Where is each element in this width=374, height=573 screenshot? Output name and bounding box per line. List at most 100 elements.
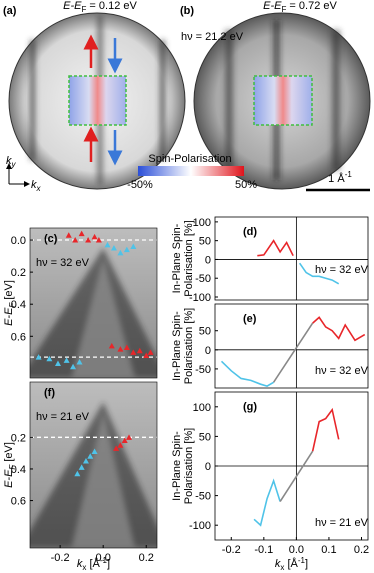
marker — [78, 464, 85, 470]
y-axis-label: In-Plane Spin- — [171, 431, 183, 501]
label-end: ] — [305, 558, 308, 570]
y-tick-label: -50 — [195, 273, 211, 285]
marker — [117, 346, 124, 352]
y-tick-label: 50 — [199, 431, 211, 443]
sub: x — [36, 184, 42, 193]
marker — [85, 237, 92, 243]
marker — [91, 233, 98, 240]
colorbar-min: -50% — [127, 179, 153, 191]
label-main: k — [275, 558, 281, 570]
y-tick-label: -50 — [195, 491, 211, 503]
y-axis-label: E-EF [eV] — [3, 442, 17, 488]
kx-label: kx — [31, 179, 42, 193]
plot-frame — [29, 227, 158, 379]
series-line — [312, 316, 366, 342]
marker — [104, 241, 111, 248]
y-tick-label: 50 — [199, 236, 211, 248]
label-end: ] — [107, 558, 110, 570]
scale-text: 1 Å-1 — [328, 170, 352, 185]
marker — [147, 349, 154, 355]
panel-label: (g) — [243, 401, 257, 413]
panel-title: E-EF = 0.12 eV — [63, 0, 137, 14]
series-line — [298, 262, 340, 285]
x-tick-label: 0.0 — [289, 544, 304, 556]
scale-sup: -1 — [345, 170, 353, 179]
panel-label: (b) — [180, 5, 194, 17]
panel: (d) hν = 32 eV In-Plane Spin- Polarisation … — [171, 216, 369, 304]
colorbar-title: Spin-Polarisation — [148, 153, 231, 165]
y-tick-label: 0.4 — [11, 464, 26, 476]
label-sup: -1 — [298, 556, 306, 565]
marker — [110, 245, 117, 251]
label-sub: x — [280, 563, 284, 572]
panel: (g) hν = 21 eV In-Plane Spin- Polarisation … — [171, 391, 369, 572]
y-tick-label: 0.2 — [11, 267, 26, 279]
y-tick-label: 0.6 — [11, 496, 26, 508]
title-rest: = 0.12 eV — [86, 0, 137, 12]
panel-label: (c) — [44, 233, 58, 245]
y-tick-label: -50 — [195, 364, 211, 376]
x-tick-label: -0.2 — [51, 552, 70, 564]
sub: y — [11, 160, 17, 169]
series-line — [272, 322, 314, 383]
marker — [136, 347, 143, 354]
marker — [46, 355, 53, 362]
annotation: hν = 21 eV — [36, 411, 90, 423]
ky-label: ky — [6, 155, 17, 169]
label-rest: [Å — [284, 557, 298, 570]
y-tick-label: 0 — [205, 461, 211, 473]
label-sub: x — [82, 563, 86, 572]
label-main: k — [77, 558, 83, 570]
title-sub: F — [81, 5, 86, 14]
label-sub: F — [8, 302, 17, 308]
y-axis-label: In-Plane Spin- — [171, 311, 183, 381]
marker — [108, 342, 115, 349]
annotation: hν = 32 eV — [315, 365, 369, 377]
marker — [130, 243, 137, 249]
y-tick-label: 100 — [193, 217, 211, 229]
marker — [87, 453, 94, 459]
panel-label: (f) — [44, 387, 55, 399]
marker — [70, 363, 77, 370]
annotation: hν = 32 eV — [315, 264, 369, 276]
band-inner — [71, 412, 135, 548]
x-tick-label: 0.1 — [321, 544, 336, 556]
marker — [91, 448, 98, 455]
y-tick-label: -100 — [189, 292, 211, 304]
marker — [35, 354, 42, 360]
label-sup: -1 — [100, 556, 108, 565]
y-tick-label: 0 — [205, 345, 211, 357]
x-tick-label: -0.2 — [222, 544, 241, 556]
marker — [113, 445, 120, 451]
marker — [95, 237, 102, 243]
series-line — [311, 407, 340, 452]
band-inner — [71, 258, 135, 378]
plot-frame — [214, 216, 369, 301]
marker — [72, 237, 79, 243]
panel-label: (a) — [3, 5, 17, 17]
x-tick-label: 0.2 — [139, 552, 154, 564]
y-tick-label: 100 — [193, 402, 211, 414]
photon-energy: hν = 21.2 eV — [181, 31, 244, 43]
label-main: E-E — [3, 469, 15, 488]
series-line — [257, 239, 294, 257]
title-sub: F — [281, 5, 286, 14]
label-main: E-E — [3, 307, 15, 326]
x-axis-label: kx [Å-1] — [77, 556, 110, 572]
spin-map — [253, 75, 313, 126]
panel: (e) hν = 32 eV In-Plane Spin- Polarisation … — [171, 303, 369, 389]
y-tick-label: 0 — [205, 254, 211, 266]
spin-map — [68, 75, 127, 126]
annotation: hν = 21 eV — [315, 517, 369, 529]
title-main: E-E — [63, 0, 82, 12]
y-tick-label: 0.6 — [11, 331, 26, 343]
title-rest: = 0.72 eV — [286, 0, 337, 12]
panel-title: E-EF = 0.72 eV — [263, 0, 337, 14]
marker — [143, 352, 150, 359]
title-main: E-E — [263, 0, 282, 12]
panel: (c) hν = 32 eV E-EF [eV] 0.0 0.2 0.4 0.6 — [3, 227, 158, 379]
panel-label: (e) — [243, 313, 257, 325]
y-tick-label: 0.4 — [11, 299, 26, 311]
